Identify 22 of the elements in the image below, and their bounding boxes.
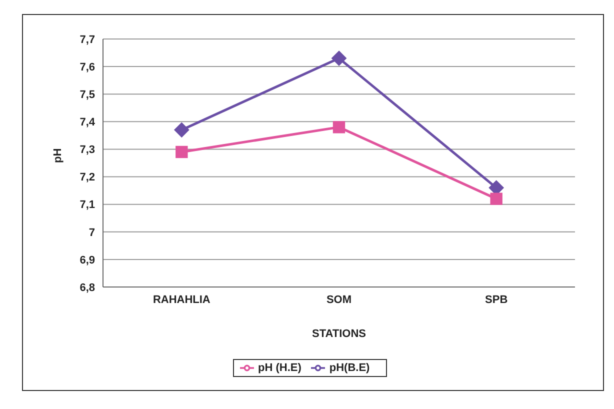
y-tick-label: 7,6 [80,61,95,74]
y-tick-label: 7,4 [80,116,96,129]
point [332,50,346,66]
y-tick-label: 7,3 [80,144,95,156]
legend-label: pH (H.E) [258,362,302,374]
point [174,122,190,138]
x-axis-title: STATIONS [312,328,366,340]
y-tick-label: 6,8 [80,282,95,294]
y-tick-label: 7,5 [80,89,95,102]
y-tick-label: 6,9 [80,254,95,266]
point [332,121,346,134]
y-tick-label: 7,2 [80,172,95,184]
y-tick-label: 7 [88,226,95,239]
x-tick-label: SPB [485,294,508,306]
legend-label: pH(B.E) [329,362,370,374]
point [176,146,188,158]
point [490,192,502,205]
x-tick-label: SOM [326,294,352,306]
x-tick-label: RAHAHLIA [152,294,210,306]
y-axis-title: pH [52,148,64,163]
y-tick-label: 7,1 [80,199,95,212]
y-tick-label: 7,7 [80,34,95,46]
